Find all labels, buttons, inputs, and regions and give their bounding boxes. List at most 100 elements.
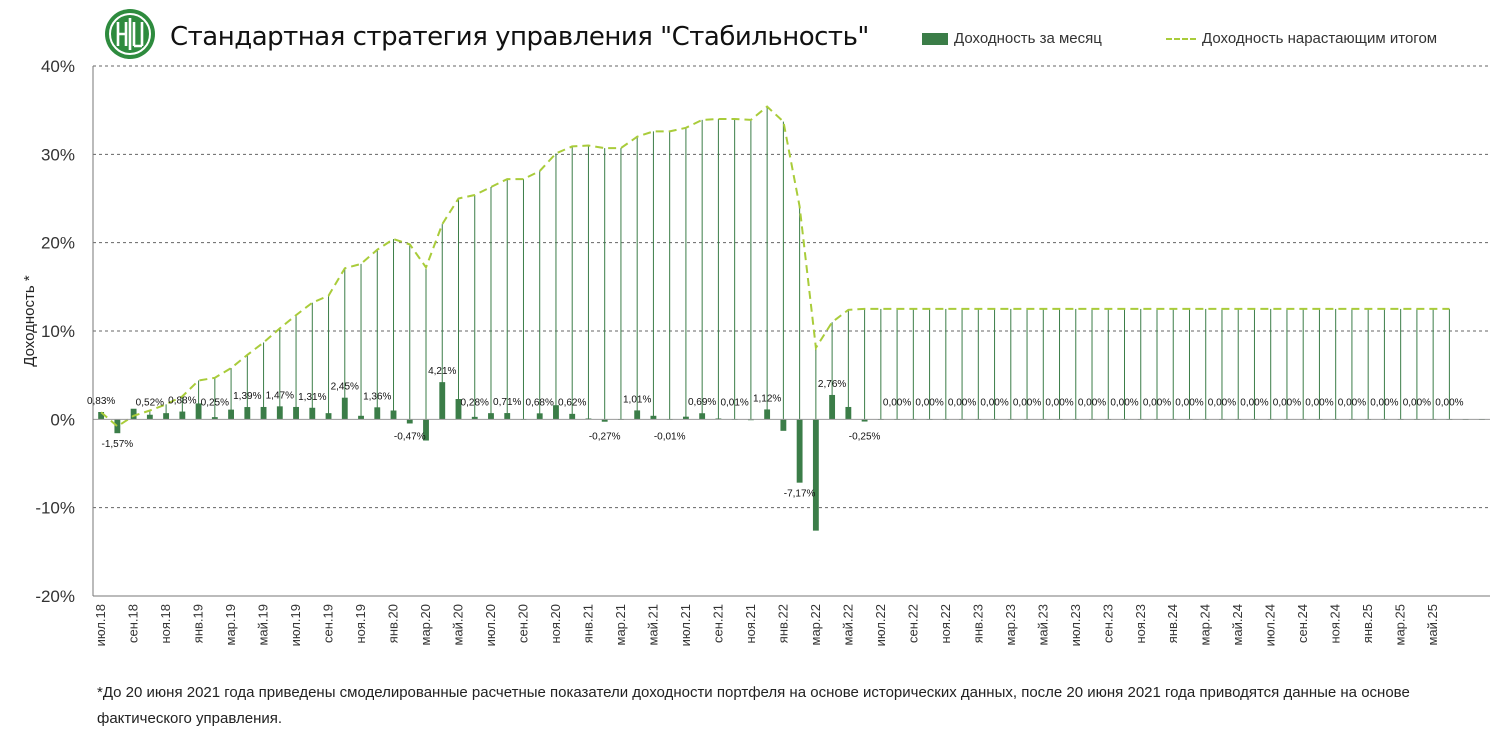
x-tick-label: янв.20 xyxy=(386,604,401,643)
monthly-bar xyxy=(439,382,446,420)
data-label: 0,00% xyxy=(1175,397,1203,408)
monthly-bar xyxy=(423,419,429,441)
monthly-bar xyxy=(601,419,608,422)
monthly-bar xyxy=(146,414,153,420)
data-label: 0,00% xyxy=(883,397,911,408)
x-tick-label: ноя.18 xyxy=(158,604,173,644)
x-tick-label: ноя.23 xyxy=(1133,604,1148,644)
monthly-bar xyxy=(293,406,299,420)
chart-title: Стандартная стратегия управления "Стабил… xyxy=(170,22,869,52)
x-tick-label: мар.22 xyxy=(808,604,823,645)
x-tick-label: сен.22 xyxy=(905,604,920,643)
monthly-bar xyxy=(845,406,852,420)
monthly-bar xyxy=(796,419,803,483)
data-label: 1,01% xyxy=(623,394,651,405)
data-label: 0,25% xyxy=(201,397,229,408)
monthly-bar xyxy=(553,405,559,420)
y-tick-label: 40% xyxy=(41,57,75,76)
x-tick-label: сен.24 xyxy=(1295,604,1310,643)
monthly-bar xyxy=(179,411,186,420)
monthly-bar xyxy=(195,403,202,420)
data-label: 0,00% xyxy=(1240,397,1268,408)
x-tick-label: ноя.19 xyxy=(353,604,368,644)
legend-label-cumulative: Доходность нарастающим итогом xyxy=(1202,30,1438,47)
data-label: 0,52% xyxy=(136,397,164,408)
monthly-bar xyxy=(682,416,689,420)
data-label: 0,00% xyxy=(948,397,976,408)
x-tick-label: ноя.22 xyxy=(938,604,953,644)
x-tick-label: июл.19 xyxy=(288,604,303,646)
y-tick-label: 30% xyxy=(41,145,75,164)
data-label: -7,17% xyxy=(784,489,816,500)
data-label: 1,36% xyxy=(363,391,391,402)
data-label: 1,39% xyxy=(233,391,261,402)
data-label: 0,28% xyxy=(461,397,489,408)
legend-bar-swatch xyxy=(922,33,948,46)
data-label: 0,88% xyxy=(168,396,196,407)
x-tick-label: июл.22 xyxy=(873,604,888,646)
x-tick-label: янв.19 xyxy=(191,604,206,643)
x-tick-label: мар.24 xyxy=(1198,604,1213,645)
x-tick-label: май.20 xyxy=(451,604,466,646)
data-label: 0,00% xyxy=(1435,397,1463,408)
monthly-bar xyxy=(98,412,105,420)
x-tick-label: май.25 xyxy=(1425,604,1440,646)
monthly-bar xyxy=(374,407,381,420)
monthly-bar xyxy=(699,413,706,420)
monthly-bar xyxy=(650,415,657,420)
data-label: 2,76% xyxy=(818,379,846,390)
x-tick-label: ноя.24 xyxy=(1328,604,1343,644)
monthly-bar xyxy=(764,409,771,420)
monthly-bar xyxy=(471,416,478,420)
monthly-bar xyxy=(163,413,170,420)
x-tick-label: сен.18 xyxy=(126,604,141,643)
y-tick-label: 0% xyxy=(50,410,75,429)
x-tick-label: мар.20 xyxy=(418,604,433,645)
y-tick-label: 10% xyxy=(41,322,75,341)
monthly-bar xyxy=(244,407,251,420)
data-label: 0,00% xyxy=(915,397,943,408)
monthly-bar xyxy=(812,419,819,531)
data-label: 0,00% xyxy=(980,397,1008,408)
company-logo xyxy=(105,9,155,59)
monthly-bar xyxy=(228,409,234,420)
cumulative-line xyxy=(100,105,1450,428)
monthly-bar xyxy=(455,399,462,420)
x-tick-label: сен.19 xyxy=(321,604,336,643)
x-tick-label: ноя.20 xyxy=(548,604,563,644)
data-label: 0,01% xyxy=(720,397,748,408)
x-tick-label: мар.23 xyxy=(1003,604,1018,645)
footnote: *До 20 июня 2021 года приведены смоделир… xyxy=(97,684,1410,727)
data-label: 0,00% xyxy=(1370,397,1398,408)
x-tick-label: янв.23 xyxy=(970,604,985,643)
y-axis-title: Доходность * xyxy=(21,275,38,367)
monthly-bar xyxy=(211,417,218,420)
plot-area: 0,83% -1,57% 0,52% 0,88% 0,25% 1,39% 1,47% 1,31… xyxy=(21,57,1490,646)
x-tick-label: май.22 xyxy=(840,604,855,646)
monthly-bar xyxy=(829,394,836,420)
x-tick-label: май.24 xyxy=(1230,604,1245,646)
data-label: 1,31% xyxy=(298,392,326,403)
monthly-bar xyxy=(341,397,348,420)
x-tick-label: июл.24 xyxy=(1263,604,1278,646)
data-label: 0,00% xyxy=(1273,397,1301,408)
x-tick-label: сен.20 xyxy=(516,604,531,643)
data-label: 1,12% xyxy=(753,393,781,404)
x-tick-label: июл.21 xyxy=(678,604,693,646)
data-label: -0,47% xyxy=(394,431,426,442)
x-tick-label: мар.25 xyxy=(1393,604,1408,645)
legend-item-cumulative: Доходность нарастающим итогом xyxy=(1166,30,1437,47)
data-label: 0,00% xyxy=(1045,397,1073,408)
x-tick-label: мар.21 xyxy=(613,604,628,645)
x-tick-label: янв.25 xyxy=(1360,604,1375,643)
data-label: 0,62% xyxy=(558,397,586,408)
data-label: 0,00% xyxy=(1013,397,1041,408)
data-label: 0,83% xyxy=(87,396,115,407)
data-label: 4,21% xyxy=(428,366,456,377)
legend-item-monthly: Доходность за месяц xyxy=(922,30,1102,47)
monthly-bar xyxy=(309,407,316,420)
x-tick-label: июл.20 xyxy=(483,604,498,646)
monthly-bar xyxy=(536,413,543,420)
monthly-bar xyxy=(861,419,868,422)
data-label: 0,68% xyxy=(526,397,554,408)
